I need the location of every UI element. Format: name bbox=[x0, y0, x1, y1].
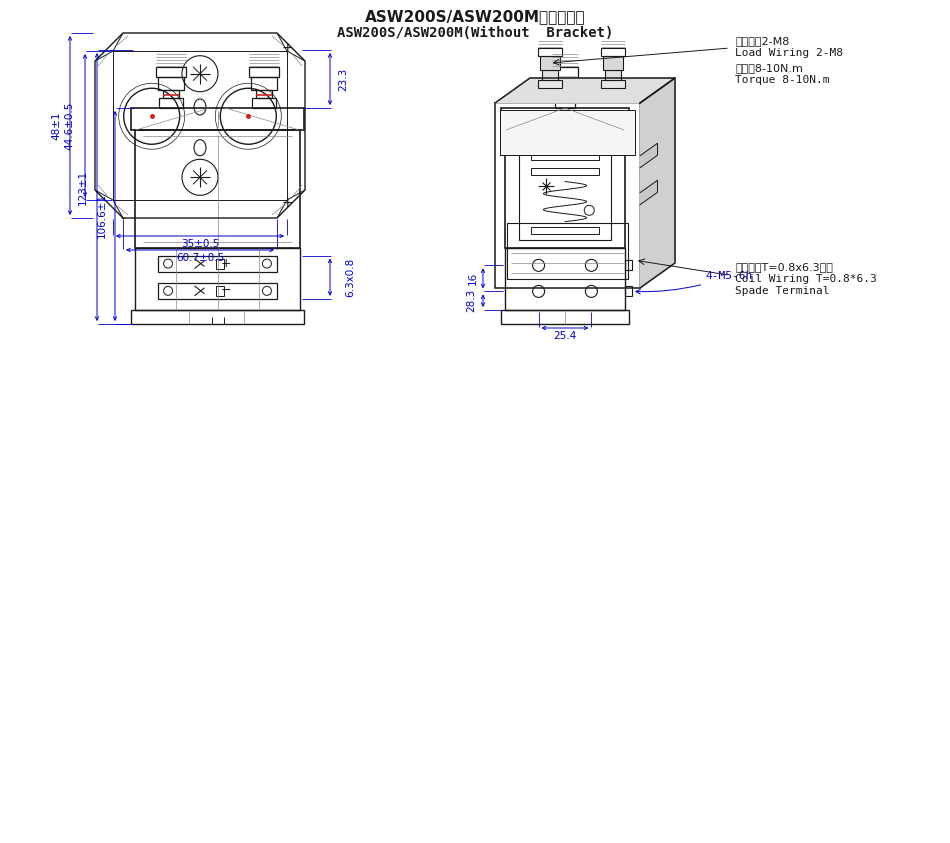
Bar bbox=[505, 248, 625, 310]
Bar bbox=[495, 103, 640, 288]
Bar bbox=[554, 77, 576, 90]
Bar bbox=[158, 283, 276, 298]
Text: 44.6±0.5: 44.6±0.5 bbox=[64, 101, 74, 150]
Polygon shape bbox=[640, 78, 675, 288]
Text: −: − bbox=[220, 284, 231, 298]
Bar bbox=[113, 51, 287, 200]
Text: 25.4: 25.4 bbox=[553, 331, 577, 341]
Bar bbox=[163, 90, 180, 98]
Bar bbox=[540, 56, 560, 70]
Polygon shape bbox=[495, 78, 675, 103]
Text: 负载接线2-M8: 负载接线2-M8 bbox=[735, 36, 789, 46]
Bar bbox=[216, 286, 223, 296]
Text: 23.3: 23.3 bbox=[338, 67, 348, 91]
Bar bbox=[135, 248, 300, 310]
Text: 60.7±0.5: 60.7±0.5 bbox=[176, 253, 224, 263]
Bar bbox=[501, 310, 629, 324]
Bar bbox=[558, 90, 572, 98]
Text: 123±1: 123±1 bbox=[78, 169, 88, 205]
Bar bbox=[216, 259, 223, 269]
Text: Torque 8-10N.m: Torque 8-10N.m bbox=[735, 75, 829, 85]
Bar bbox=[507, 223, 628, 279]
Text: 48±1: 48±1 bbox=[51, 111, 61, 140]
Bar bbox=[531, 227, 599, 234]
Text: 线圈接线T=0.8x6.3插片: 线圈接线T=0.8x6.3插片 bbox=[735, 262, 833, 272]
Bar bbox=[131, 108, 304, 130]
Bar bbox=[625, 260, 632, 271]
Text: +: + bbox=[220, 257, 231, 270]
Bar bbox=[531, 168, 599, 175]
Text: ASW200S/ASW200M(Without  Bracket): ASW200S/ASW200M(Without Bracket) bbox=[337, 26, 613, 40]
Bar bbox=[158, 255, 276, 271]
Text: Spade Terminal: Spade Terminal bbox=[735, 287, 829, 296]
Text: +: + bbox=[281, 196, 293, 210]
Text: 4-M5-6h: 4-M5-6h bbox=[636, 271, 752, 294]
Text: 16: 16 bbox=[468, 271, 478, 285]
Text: 28.3: 28.3 bbox=[466, 289, 476, 312]
Text: Coil Wiring T=0.8*6.3: Coil Wiring T=0.8*6.3 bbox=[735, 274, 877, 284]
Bar bbox=[538, 80, 561, 88]
Bar bbox=[505, 130, 625, 248]
Text: ASW200S/ASW200M不带支架）: ASW200S/ASW200M不带支架） bbox=[365, 9, 585, 24]
Bar bbox=[135, 130, 300, 248]
Bar bbox=[160, 98, 183, 108]
Text: 106.6±1: 106.6±1 bbox=[97, 194, 107, 239]
Bar bbox=[520, 139, 611, 239]
Bar bbox=[159, 77, 184, 90]
Bar bbox=[531, 153, 599, 159]
Text: +: + bbox=[281, 41, 293, 55]
Text: 35±0.5: 35±0.5 bbox=[180, 239, 219, 249]
Text: 6.3x0.8: 6.3x0.8 bbox=[345, 258, 355, 297]
Bar bbox=[252, 98, 275, 108]
Text: 扭矩：8-10N.m: 扭矩：8-10N.m bbox=[735, 63, 803, 73]
Bar bbox=[552, 67, 578, 77]
Bar bbox=[131, 310, 304, 324]
Bar bbox=[603, 56, 623, 70]
Bar bbox=[249, 67, 278, 77]
Bar bbox=[625, 287, 632, 297]
Bar bbox=[601, 80, 625, 88]
Bar bbox=[542, 70, 558, 80]
Bar bbox=[256, 90, 272, 98]
Bar bbox=[157, 67, 186, 77]
Bar bbox=[501, 108, 629, 130]
Bar bbox=[605, 70, 621, 80]
Bar bbox=[500, 110, 635, 155]
Bar bbox=[555, 98, 575, 108]
Text: Load Wiring 2-M8: Load Wiring 2-M8 bbox=[735, 48, 843, 58]
Polygon shape bbox=[640, 143, 657, 168]
Bar bbox=[538, 48, 561, 56]
Bar bbox=[251, 77, 276, 90]
Polygon shape bbox=[640, 180, 657, 205]
Bar bbox=[601, 48, 625, 56]
